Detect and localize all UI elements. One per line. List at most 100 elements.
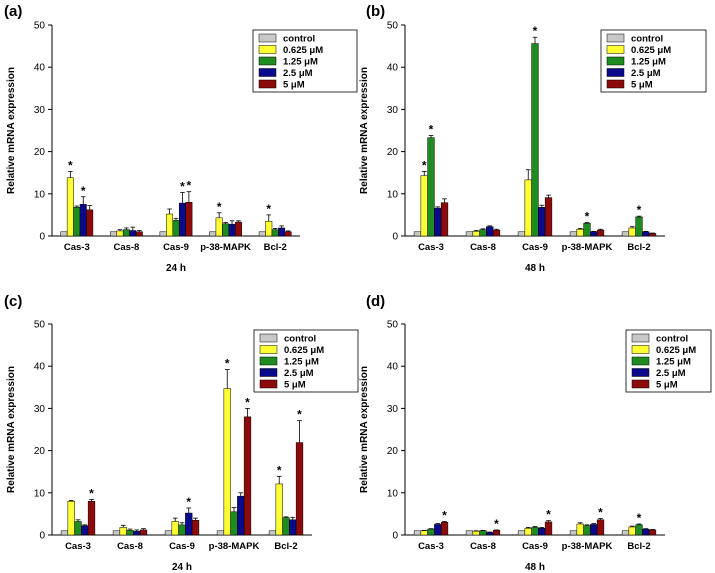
significance-star: * <box>217 200 222 214</box>
x-tick-label: p-38-MAPK <box>562 541 613 552</box>
bar <box>486 532 494 536</box>
x-tick-label: p-38-MAPK <box>562 242 613 253</box>
significance-star: * <box>81 184 86 198</box>
bar <box>642 528 650 536</box>
bar <box>531 43 539 237</box>
bar <box>434 207 442 237</box>
panel-label: (b) <box>366 3 385 20</box>
bar <box>544 197 553 237</box>
significance-star: * <box>180 180 185 194</box>
x-tick-label: Cas-8 <box>113 242 139 253</box>
significance-star: * <box>494 517 499 531</box>
y-tick-label: 10 <box>34 189 46 200</box>
bar <box>295 442 304 536</box>
bar <box>427 528 435 536</box>
x-tick-label: Cas-3 <box>418 242 444 253</box>
y-axis-label: Relative mRNA expression <box>6 67 17 194</box>
bar <box>569 231 578 237</box>
legend-label: control <box>283 34 315 45</box>
bar <box>538 207 546 237</box>
y-tick-label: 10 <box>34 488 46 499</box>
y-tick-label: 30 <box>387 404 399 415</box>
bar <box>139 529 148 536</box>
bar <box>440 522 449 536</box>
y-tick-label: 20 <box>34 446 46 457</box>
y-tick-label: 30 <box>34 105 46 116</box>
y-tick-label: 20 <box>387 446 399 457</box>
panel-label: (d) <box>366 293 385 310</box>
chart-panel-3: (c) 0 10 20 30 40 50 Relative mRNA expression * C… <box>4 293 359 573</box>
bar <box>621 231 630 237</box>
y-tick-label: 0 <box>392 531 398 542</box>
bar <box>60 231 68 237</box>
legend-swatch <box>259 356 278 366</box>
legend-label: 2.5 μM <box>283 68 313 79</box>
bar <box>492 229 501 237</box>
bar <box>517 231 526 237</box>
legend-label: 2.5 μM <box>656 368 686 379</box>
significance-star: * <box>186 495 191 509</box>
legend-swatch <box>258 79 277 89</box>
bar <box>596 519 605 536</box>
bar <box>642 231 650 237</box>
bar <box>135 231 143 237</box>
bar <box>230 511 238 536</box>
bar <box>216 530 225 536</box>
bar <box>284 231 292 237</box>
bar <box>74 521 82 536</box>
legend-swatch <box>606 79 625 89</box>
bar <box>596 229 605 237</box>
bar <box>243 416 252 536</box>
significance-star: * <box>637 203 642 217</box>
legend-swatch <box>258 56 277 66</box>
y-tick-label: 10 <box>387 488 399 499</box>
x-tick-label: Cas-9 <box>163 242 189 253</box>
bar <box>67 500 75 536</box>
bar <box>524 179 532 237</box>
y-tick-label: 0 <box>39 232 45 243</box>
bar <box>133 530 141 536</box>
x-axis-label: 24 h <box>166 263 186 274</box>
y-tick-label: 50 <box>34 21 46 32</box>
significance-star: * <box>533 24 538 38</box>
bar <box>583 223 591 237</box>
legend-label: control <box>284 334 316 345</box>
bar <box>228 223 236 237</box>
bar <box>223 388 231 536</box>
bar <box>166 213 174 237</box>
x-tick-label: p-38-MAPK <box>209 541 260 552</box>
x-tick-label: Bcl-2 <box>627 541 650 552</box>
bar <box>159 231 167 237</box>
legend-swatch <box>606 45 625 54</box>
significance-star: * <box>429 123 434 137</box>
legend-label: 2.5 μM <box>284 368 314 379</box>
chart-panel-2: (b) 0 10 20 30 40 50 Relative mRNA expression * *… <box>359 3 707 274</box>
y-tick-label: 40 <box>34 362 46 373</box>
bar <box>472 530 480 536</box>
significance-star: * <box>89 487 94 501</box>
y-tick-label: 30 <box>387 105 399 116</box>
bar <box>479 530 487 536</box>
y-axis-label: Relative mRNA expression <box>359 67 370 194</box>
bar <box>583 525 591 536</box>
legend-swatch <box>631 379 650 389</box>
bar <box>119 527 127 536</box>
significance-star: * <box>245 395 250 409</box>
significance-star: * <box>637 511 642 525</box>
bar <box>215 217 223 237</box>
x-tick-label: Cas-8 <box>470 541 496 552</box>
significance-star: * <box>585 209 590 223</box>
bar <box>590 524 598 536</box>
legend-label: 5 μM <box>631 80 653 91</box>
bar <box>271 229 279 237</box>
bar <box>492 530 501 536</box>
bar <box>172 220 180 237</box>
bar <box>590 231 598 237</box>
bar <box>191 519 200 536</box>
bar <box>209 231 217 237</box>
bar <box>289 519 297 536</box>
legend-label: 5 μM <box>283 80 305 91</box>
legend-swatch <box>606 68 625 77</box>
y-tick-label: 50 <box>387 21 399 32</box>
bar <box>110 231 117 237</box>
